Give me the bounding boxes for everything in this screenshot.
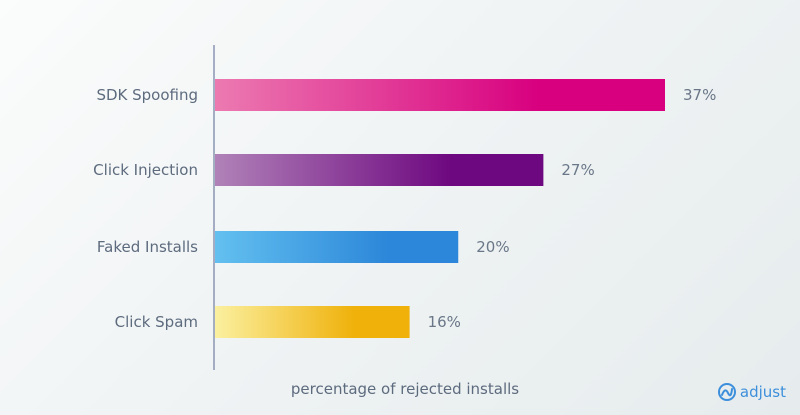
bars-group [215,79,665,338]
bar-faked-installs [215,231,459,263]
adjust-logo: adjust [717,382,786,402]
x-axis-label: percentage of rejected installs [291,380,519,398]
bar-click-injection [215,154,544,186]
category-label: Faked Installs [97,238,198,256]
value-label: 27% [561,161,594,179]
bar-sdk-spoofing [215,79,665,111]
value-label: 16% [428,313,461,331]
labels-group: SDK Spoofing 37% Click Injection 27% Faked I… [93,86,716,331]
adjust-logo-icon [717,383,736,401]
category-label: SDK Spoofing [96,86,198,104]
value-label: 37% [683,86,716,104]
value-label: 20% [476,238,509,256]
category-label: Click Injection [93,161,198,179]
category-label: Click Spam [115,313,198,331]
bar-click-spam [215,306,410,338]
adjust-logo-text: adjust [739,383,786,401]
